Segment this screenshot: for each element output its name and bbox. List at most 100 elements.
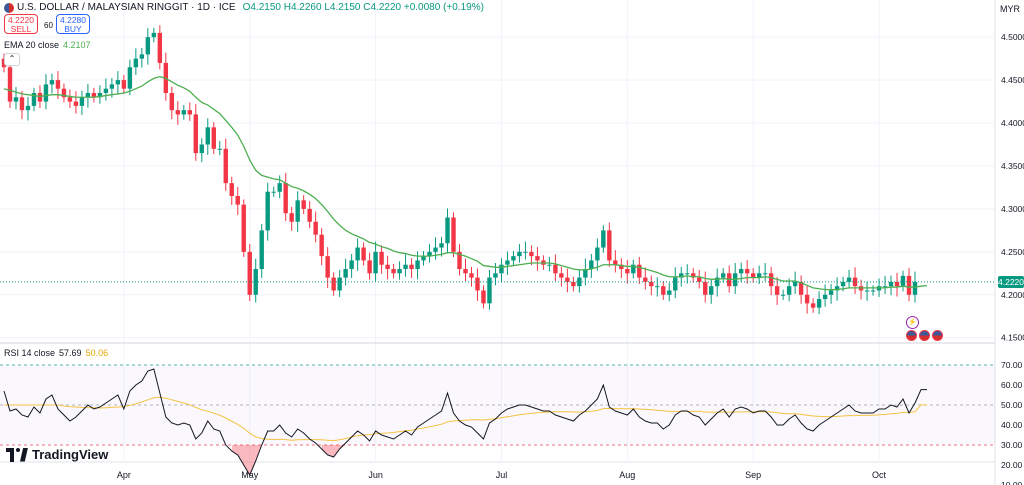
candle-body bbox=[73, 101, 79, 106]
candle-body bbox=[595, 247, 600, 261]
candle-body bbox=[43, 84, 49, 102]
candle-body bbox=[427, 251, 432, 257]
candle-body bbox=[277, 183, 282, 192]
candle-body bbox=[19, 97, 25, 111]
collapse-legend-button[interactable]: ⌃ bbox=[4, 53, 20, 66]
candle-body bbox=[55, 80, 61, 89]
candle-body bbox=[691, 273, 696, 278]
candle-body bbox=[391, 269, 396, 274]
candle-body bbox=[337, 277, 342, 291]
candle-body bbox=[403, 264, 408, 270]
candle-body bbox=[13, 97, 19, 102]
candle-body bbox=[469, 273, 474, 278]
usd-myr-flag-icon bbox=[4, 2, 14, 13]
symbol-header: U.S. DOLLAR / MALAYSIAN RINGGIT · 1D · I… bbox=[4, 2, 484, 13]
candle-body bbox=[631, 264, 636, 274]
candle-body bbox=[463, 269, 468, 274]
rsi-ma-value: 50.06 bbox=[85, 348, 109, 358]
candle-body bbox=[307, 208, 312, 222]
candle-body bbox=[325, 256, 330, 278]
rsi-ma-line bbox=[4, 396, 927, 442]
candle-body bbox=[487, 277, 492, 304]
candle-body bbox=[553, 264, 558, 274]
tradingview-logo[interactable]: TradingView bbox=[6, 447, 108, 462]
symbol-title[interactable]: U.S. DOLLAR / MALAYSIAN RINGGIT · 1D · I… bbox=[17, 2, 236, 13]
economic-event-flag-icon[interactable] bbox=[906, 330, 917, 341]
price-axis-tick-label: 4.5000 bbox=[1001, 32, 1024, 42]
candle-body bbox=[157, 32, 163, 63]
rsi-oversold-fill bbox=[321, 445, 346, 457]
candle-body bbox=[385, 264, 390, 270]
rsi-value: 57.69 bbox=[59, 348, 82, 358]
candle-body bbox=[589, 260, 594, 270]
candle-body bbox=[619, 264, 624, 270]
candle-body bbox=[709, 286, 714, 295]
tradingview-wordmark: TradingView bbox=[32, 447, 109, 462]
candle-body bbox=[283, 183, 288, 214]
last-price-tag: 4.2220 bbox=[998, 275, 1024, 288]
candle-body bbox=[409, 264, 414, 270]
rsi-line bbox=[3, 368, 927, 477]
candle-body bbox=[625, 269, 630, 274]
candle-body bbox=[888, 281, 894, 287]
candle-body bbox=[79, 97, 85, 106]
buy-button[interactable]: 4.2280 BUY bbox=[56, 14, 90, 34]
candle-body bbox=[205, 127, 210, 145]
candle-body bbox=[780, 294, 786, 296]
candle-body bbox=[373, 251, 378, 274]
currency-label[interactable]: MYR bbox=[1000, 4, 1020, 14]
candle-body bbox=[97, 92, 103, 98]
candle-body bbox=[1, 58, 7, 68]
rsi-legend[interactable]: RSI 14 close 57.69 50.06 bbox=[4, 348, 108, 358]
economic-event-flag-icon[interactable] bbox=[932, 330, 943, 341]
candle-body bbox=[451, 217, 456, 252]
candle-body bbox=[643, 277, 648, 282]
candle-body bbox=[115, 80, 121, 85]
x-axis-tick-label: Sep bbox=[745, 470, 761, 480]
ohlc-change: +0.0080 (+0.19%) bbox=[403, 2, 484, 13]
candle-body bbox=[505, 260, 510, 265]
candle-body bbox=[756, 273, 762, 278]
sell-button[interactable]: 4.2220 SELL bbox=[4, 14, 38, 34]
candle-body bbox=[768, 273, 774, 287]
candle-body bbox=[655, 286, 660, 288]
ohlc-low: L4.2150 bbox=[324, 2, 361, 13]
candle-body bbox=[822, 294, 828, 300]
ohlc-open: O4.2150 bbox=[242, 2, 281, 13]
candle-body bbox=[798, 281, 804, 295]
candle-body bbox=[367, 260, 372, 274]
candle-body bbox=[121, 80, 127, 89]
candle-body bbox=[355, 247, 360, 261]
candle-body bbox=[607, 230, 612, 261]
candle-body bbox=[433, 247, 438, 252]
candle-body bbox=[912, 281, 918, 295]
candle-body bbox=[547, 264, 552, 266]
ohlc-close: C4.2220 bbox=[363, 2, 402, 13]
candle-body bbox=[535, 256, 540, 261]
ema-legend[interactable]: EMA 20 close 4.2107 bbox=[4, 40, 91, 50]
candle-body bbox=[601, 230, 606, 248]
candle-body bbox=[289, 213, 294, 222]
candle-body bbox=[217, 148, 222, 150]
rsi-axis-tick-label: 30.00 bbox=[1001, 440, 1023, 450]
candle-body bbox=[613, 260, 618, 265]
candle-body bbox=[301, 200, 306, 209]
economic-event-flag-icon[interactable] bbox=[919, 330, 930, 341]
rsi-axis-tick-label: 20.00 bbox=[1001, 460, 1023, 470]
candle-body bbox=[792, 281, 798, 287]
candle-body bbox=[906, 275, 912, 295]
candle-body bbox=[127, 67, 133, 89]
candle-body bbox=[661, 286, 666, 295]
price-axis-tick-label: 4.4500 bbox=[1001, 75, 1024, 85]
candle-body bbox=[786, 286, 792, 295]
lightning-icon[interactable]: ⚡ bbox=[906, 316, 919, 329]
candle-body bbox=[211, 127, 216, 149]
candle-body bbox=[738, 269, 744, 274]
buy-label: BUY bbox=[64, 24, 82, 34]
candle-body bbox=[259, 230, 264, 270]
candle-body bbox=[559, 273, 564, 278]
candle-body bbox=[415, 260, 420, 270]
candle-body bbox=[25, 105, 31, 111]
rsi-axis-tick-label: 60.00 bbox=[1001, 380, 1023, 390]
